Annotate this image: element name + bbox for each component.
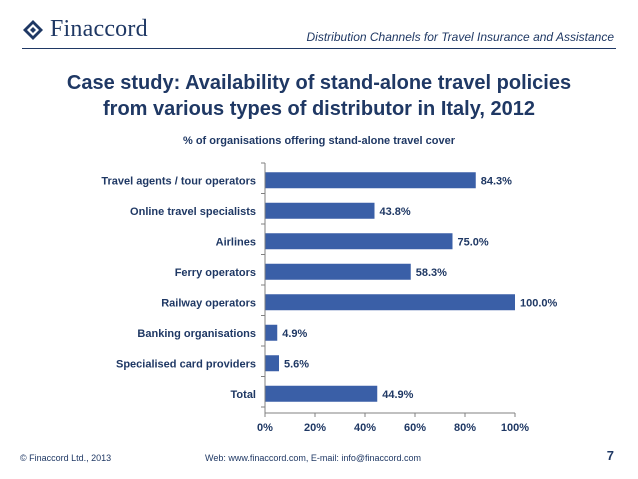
value-label: 43.8% xyxy=(380,206,411,218)
category-label: Railway operators xyxy=(161,297,256,309)
bar xyxy=(265,202,375,219)
logo-diamond-icon xyxy=(23,19,43,40)
page-number: 7 xyxy=(606,448,614,463)
value-label: 100.0% xyxy=(520,297,558,309)
document-title: Distribution Channels for Travel Insuran… xyxy=(306,30,614,44)
header-divider xyxy=(22,48,616,49)
value-label: 5.6% xyxy=(284,358,309,370)
logo-text: Finaccord xyxy=(50,16,148,42)
contact-text: Web: www.finaccord.com, E-mail: info@fin… xyxy=(205,453,422,463)
bar xyxy=(265,355,279,372)
x-tick-label: 20% xyxy=(304,422,326,434)
category-label: Travel agents / tour operators xyxy=(101,175,256,187)
chart-title: % of organisations offering stand-alone … xyxy=(183,135,455,147)
slide-title-line-2: from various types of distributor in Ita… xyxy=(103,98,535,120)
bar xyxy=(265,294,515,311)
bar xyxy=(265,263,411,280)
value-label: 75.0% xyxy=(458,236,489,248)
bar xyxy=(265,324,278,341)
copyright-text: © Finaccord Ltd., 2013 xyxy=(20,453,112,463)
x-tick-label: 40% xyxy=(354,422,376,434)
bar xyxy=(265,385,378,402)
value-label: 44.9% xyxy=(382,389,413,401)
x-tick-label: 100% xyxy=(501,422,529,434)
x-tick-label: 60% xyxy=(404,422,426,434)
bar-chart: Travel agents / tour operators 84.3% Onlin… xyxy=(101,162,558,434)
category-label: Banking organisations xyxy=(137,328,256,340)
value-label: 84.3% xyxy=(481,175,512,187)
slide-title-line-1: Case study: Availability of stand-alone … xyxy=(66,72,572,94)
bar xyxy=(265,233,453,250)
category-label: Online travel specialists xyxy=(130,206,256,218)
category-label: Specialised card providers xyxy=(116,358,256,370)
x-tick-label: 80% xyxy=(454,422,476,434)
category-label: Total xyxy=(231,389,256,401)
category-label: Ferry operators xyxy=(175,267,256,279)
finaccord-logo: Finaccord xyxy=(22,16,148,43)
value-label: 4.9% xyxy=(282,328,307,340)
category-label: Airlines xyxy=(216,236,256,248)
slide-title: Case study: Availability of stand-alone … xyxy=(0,70,638,122)
value-label: 58.3% xyxy=(416,267,447,279)
bar xyxy=(265,172,476,189)
x-tick-label: 0% xyxy=(257,422,273,434)
